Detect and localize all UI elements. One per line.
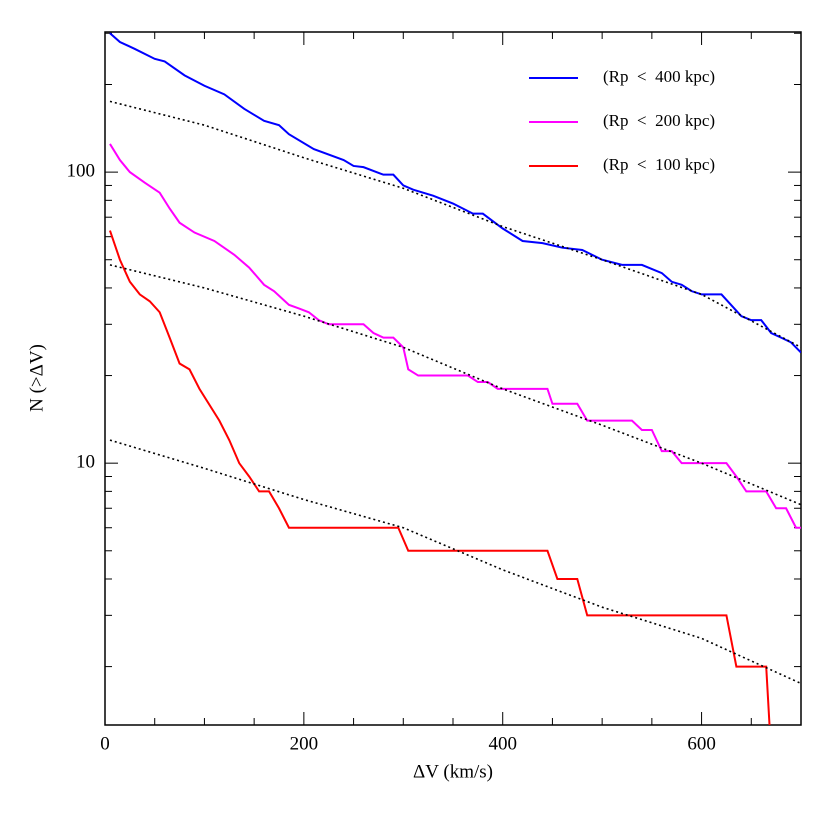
fit-line (109, 264, 801, 506)
legend-label: (Rp < 400 kpc) (603, 67, 715, 86)
x-tick-label: 0 (100, 733, 110, 754)
x-axis-label: ΔV (km/s) (413, 761, 493, 782)
y-axis-label: N (>ΔV) (26, 344, 47, 412)
data-line (109, 230, 771, 725)
legend-label: (Rp < 100 kpc) (603, 155, 715, 174)
x-tick-label: 200 (290, 733, 319, 754)
y-tick-label: 100 (67, 160, 96, 181)
y-tick-label: 10 (76, 452, 95, 473)
data-line (109, 32, 801, 354)
fit-line (109, 439, 801, 685)
legend-label: (Rp < 200 kpc) (603, 111, 715, 130)
plot-frame (104, 31, 802, 726)
fit-line (109, 100, 801, 349)
x-tick-label: 400 (488, 733, 517, 754)
data-line (109, 143, 801, 529)
plot-area (109, 32, 801, 725)
x-tick-label: 600 (687, 733, 716, 754)
